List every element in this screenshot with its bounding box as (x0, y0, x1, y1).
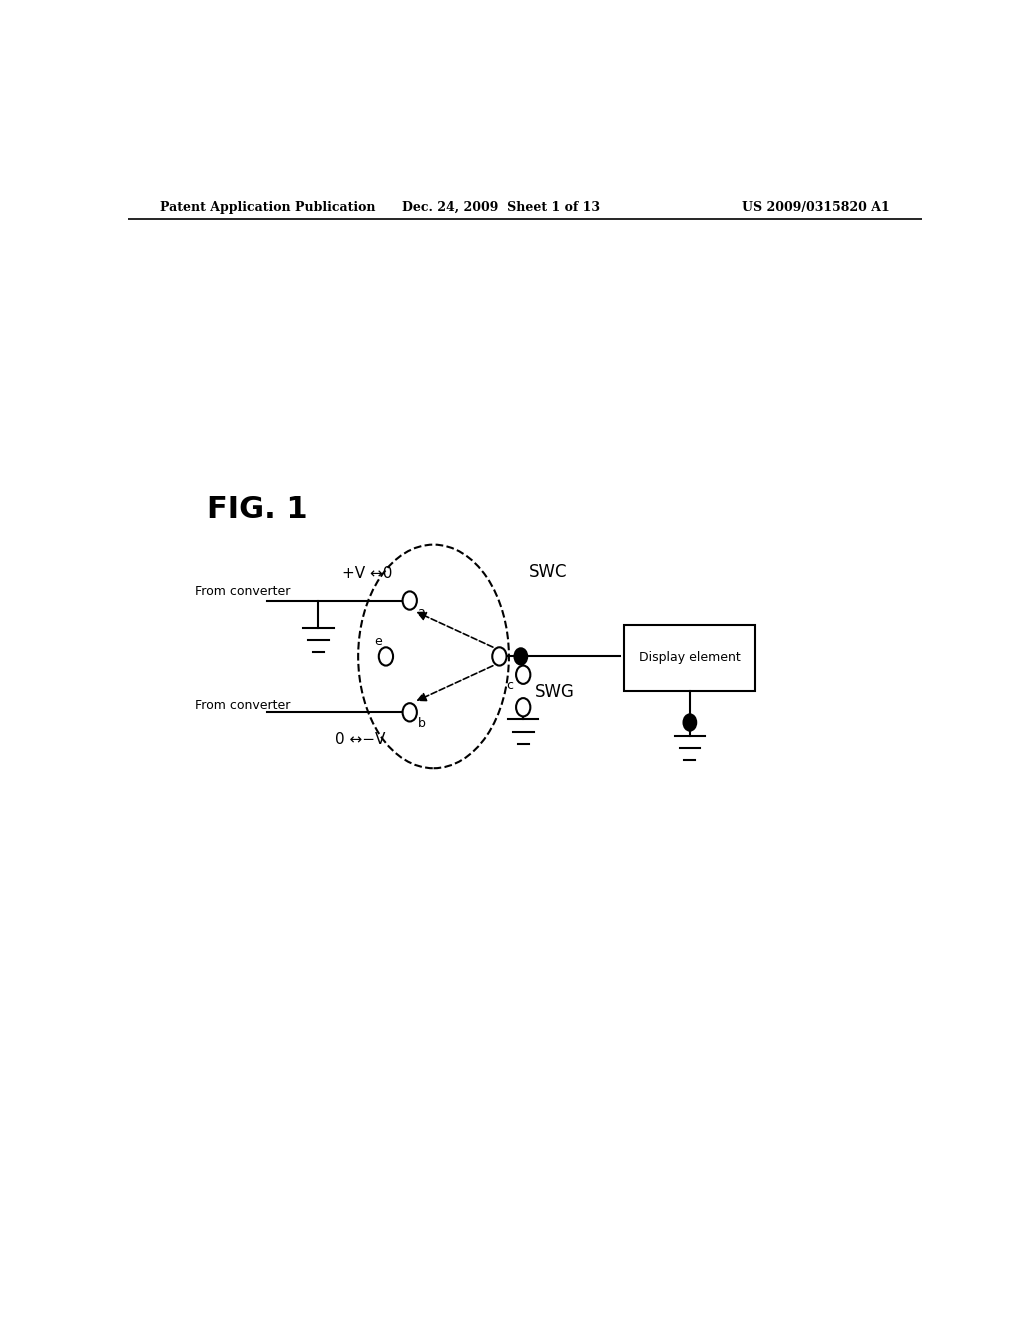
Text: Patent Application Publication: Patent Application Publication (160, 201, 375, 214)
Text: Display element: Display element (639, 652, 740, 664)
Text: SWG: SWG (536, 682, 575, 701)
Text: 0 ↔−V: 0 ↔−V (335, 733, 386, 747)
Text: From converter: From converter (196, 698, 291, 711)
Text: e: e (374, 635, 382, 648)
Text: Dec. 24, 2009  Sheet 1 of 13: Dec. 24, 2009 Sheet 1 of 13 (402, 201, 600, 214)
Text: SWC: SWC (528, 564, 567, 581)
Circle shape (402, 591, 417, 610)
Text: a: a (418, 606, 425, 619)
Text: From converter: From converter (196, 585, 291, 598)
Circle shape (516, 665, 530, 684)
Circle shape (379, 647, 393, 665)
Circle shape (493, 647, 507, 665)
Text: c: c (506, 678, 513, 692)
Text: US 2009/0315820 A1: US 2009/0315820 A1 (742, 201, 890, 214)
Text: b: b (418, 718, 426, 730)
Circle shape (684, 714, 696, 731)
Text: +V ↔0: +V ↔0 (342, 565, 393, 581)
Circle shape (514, 648, 527, 664)
Text: FIG. 1: FIG. 1 (207, 495, 308, 524)
Circle shape (516, 698, 530, 717)
Circle shape (402, 704, 417, 722)
